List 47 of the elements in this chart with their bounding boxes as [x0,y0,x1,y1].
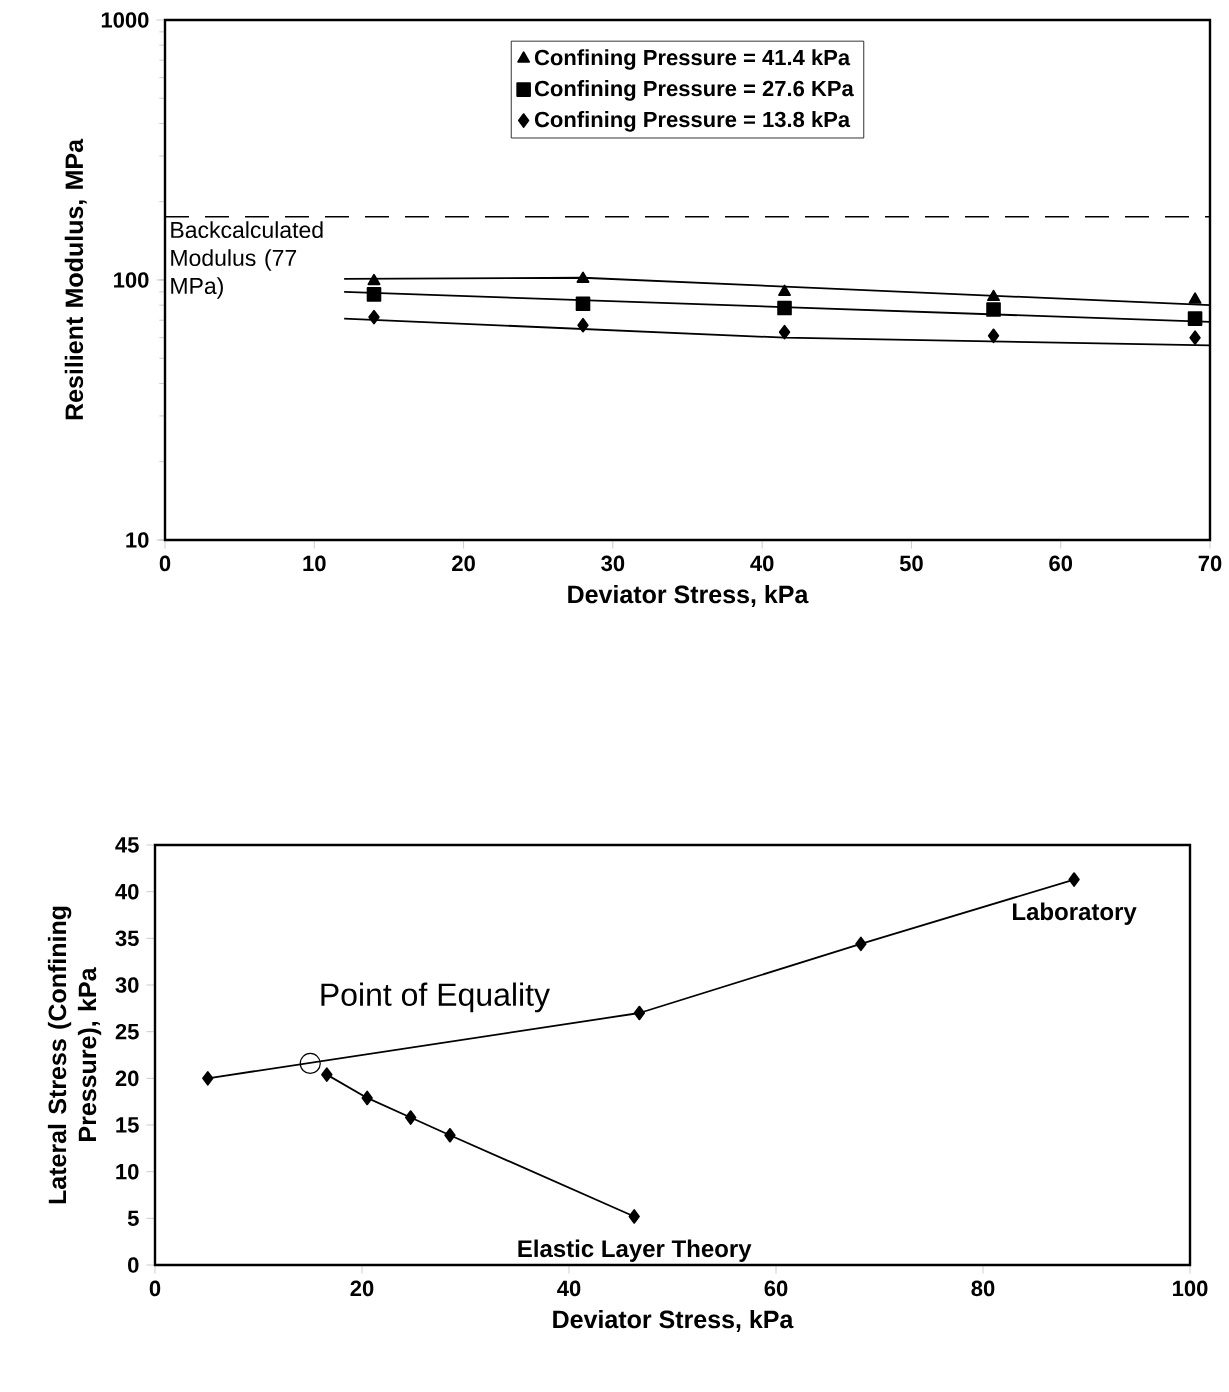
x-tick-label: 30 [601,555,625,572]
y-tick-label: 15 [116,1117,139,1133]
x-tick-label: 20 [452,555,475,572]
x-tick-label: 20 [350,1280,374,1297]
annotation: Point of Equality [321,982,551,1013]
x-tick-label: 40 [750,555,774,572]
y-tick-label: 1000 [101,12,149,28]
ref-line-label: Backcalculated Modulus (77 MPa) [171,221,323,299]
point [633,1005,646,1021]
legend-label: Confining Pressure = 13.8 kPa [534,111,851,132]
y-tick-label: 20 [115,1070,139,1087]
x-tick-label: 70 [1198,555,1222,572]
x-tick-label: 50 [899,555,923,572]
point [628,1209,640,1224]
y-tick-label: 10 [116,1163,139,1180]
y-tick-label: 5 [127,1210,139,1227]
x-tick-label: 10 [303,555,326,572]
x-tick-label: 40 [557,1280,581,1297]
y-tick-label: 25 [115,1023,139,1040]
x-axis-title: Deviator Stress, kPa [553,1309,794,1332]
y-tick-label: 100 [114,272,149,288]
series-label: Laboratory [1013,902,1137,925]
x-tick-label: 60 [764,1280,788,1297]
legend-label: Confining Pressure = 27.6 KPa [534,80,854,101]
x-tick-label: 60 [1049,555,1073,572]
point [321,1067,333,1082]
point [855,936,867,952]
point [444,1127,456,1143]
point [361,1090,373,1106]
y-axis-title: Resilient Modulus, MPa [64,138,87,420]
x-tick-label: 80 [971,1280,995,1297]
legend-label: Confining Pressure = 41.4 kPa [534,49,851,70]
y-tick-label: 40 [115,883,139,900]
y-tick-label: 0 [128,1257,139,1273]
point [405,1110,417,1125]
x-tick-label: 100 [1173,1280,1208,1297]
x-tick-label: 0 [149,1280,161,1297]
y-tick-label: 10 [126,532,149,548]
series-label: Elastic Layer Theory [518,1239,752,1262]
y-axis-title: Lateral Stress (Confining Pressure), kPa [47,906,102,1204]
y-tick-label: 35 [115,930,139,947]
y-tick-label: 45 [115,837,139,853]
x-tick-label: 0 [159,555,171,572]
x-axis-title: Deviator Stress, kPa [568,584,809,607]
point [202,1071,214,1086]
y-tick-label: 30 [115,977,139,993]
point [1068,872,1080,887]
